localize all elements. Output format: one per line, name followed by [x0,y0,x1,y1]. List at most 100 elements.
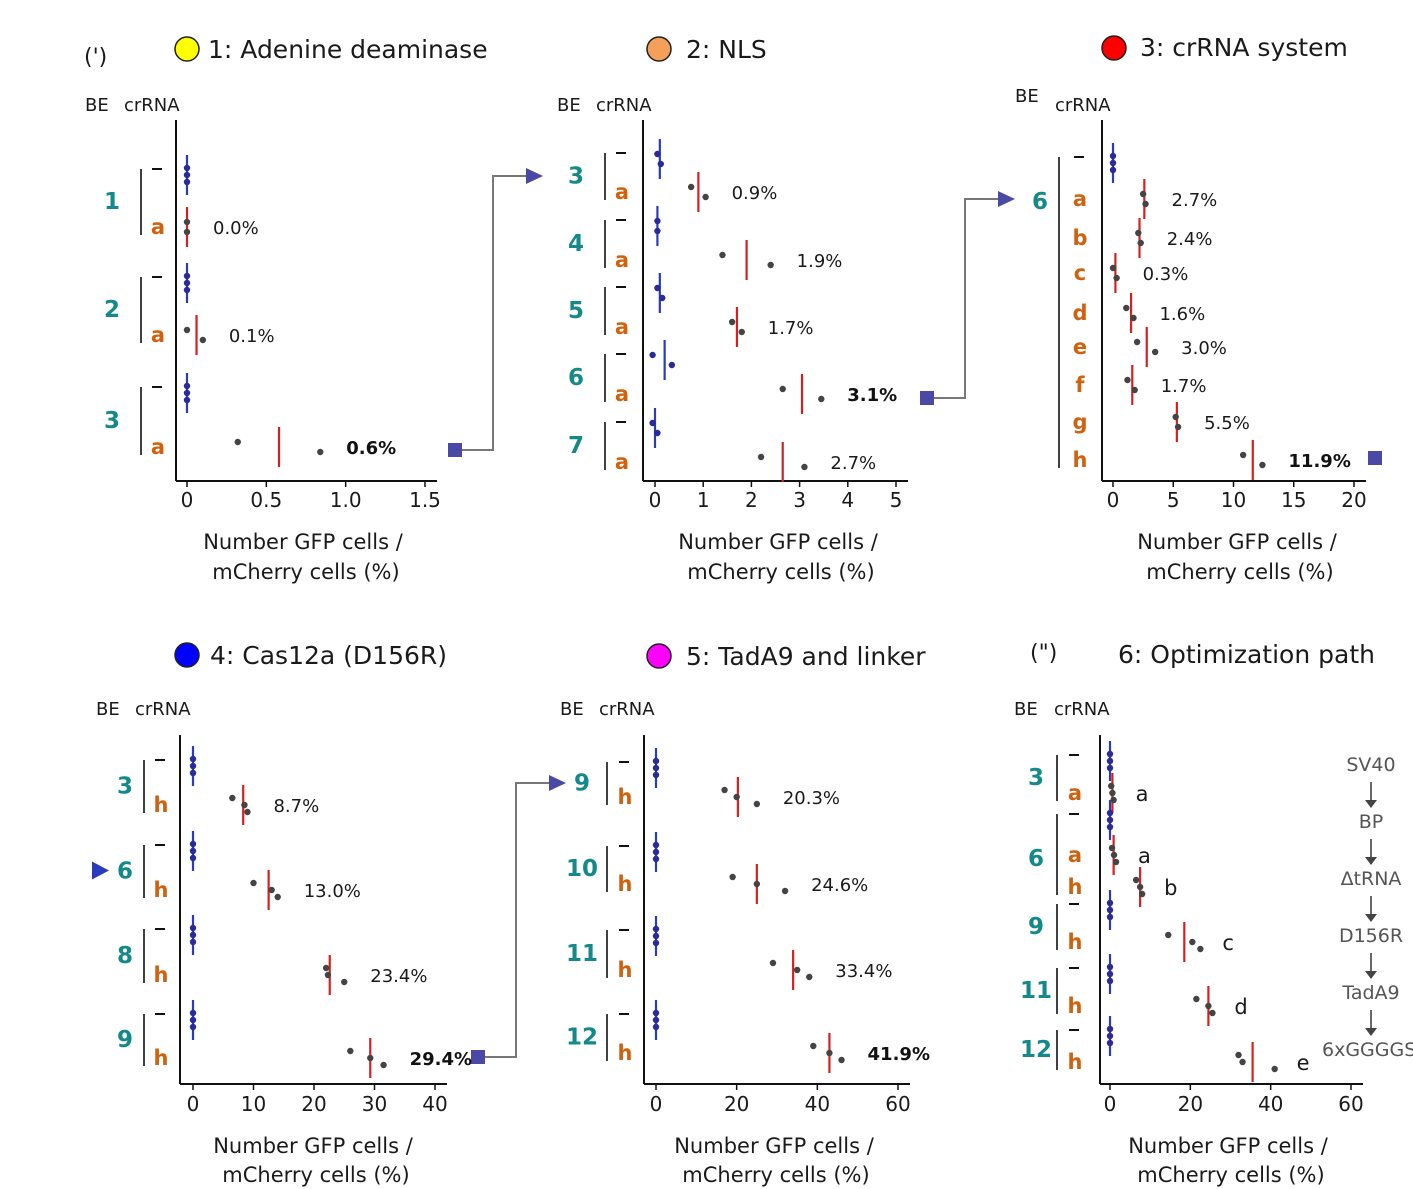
title-circle-p4 [174,642,200,668]
data-point [652,841,660,849]
path-arrow-head [1365,1028,1377,1036]
x-tick-label: 15 [1281,488,1306,512]
header-be-p4: BE [96,699,120,720]
data-point [1136,883,1144,891]
value-label: 11.9% [1288,451,1350,472]
xlabel-line2-p3: mCherry cells (%) [1146,560,1333,584]
xlabel-line2-p2: mCherry cells (%) [687,560,874,584]
marker-arrow [92,861,109,880]
data-point [189,931,197,939]
data-point [1106,816,1114,824]
data-point [183,171,191,179]
data-point [652,1023,660,1031]
data-point [189,924,197,932]
x-tick-label: 0 [187,1092,200,1116]
data-point [1109,152,1117,160]
be-label: 6 [117,859,133,885]
crrna-label: a [1073,187,1087,211]
data-point [1106,809,1114,817]
x-tick-label: 10 [1221,488,1246,512]
data-point [728,318,736,326]
connector-arrow-1-2 [448,168,543,457]
value-label: 3.0% [1181,338,1227,359]
data-point [654,150,661,158]
panel-adenine-deaminase: 0 0.5 1.0 1.5 1 a 0.0% 2 a 0.1% 3 a 0.6% [104,120,441,512]
value-label: 41.9% [868,1044,930,1065]
value-label: 33.4% [835,961,892,982]
value-label: 29.4% [410,1049,472,1070]
crrna-label: a [1068,781,1082,805]
data-point [1106,1025,1114,1033]
data-point [649,351,656,359]
x-tick-label: 2 [745,488,758,512]
data-point [652,848,660,856]
data-point [229,794,236,802]
data-point [183,218,191,226]
data-point [1259,461,1266,469]
header-be-p5: BE [560,699,584,720]
data-point [1109,159,1117,167]
x-tick-label: 0 [1104,1092,1117,1116]
data-point [1106,823,1114,831]
crrna-label: h [618,958,633,982]
be-label: 12 [566,1025,598,1051]
optimization-path-list: SV40 BP ΔtRNA D156R TadA9 6xGGGGS [1322,754,1413,1061]
value-label: 1.7% [1161,376,1207,397]
data-point [738,328,745,336]
data-point [1151,348,1159,356]
data-point [806,973,813,981]
be-label: 3 [104,408,120,434]
xlabel-line2-p5: mCherry cells (%) [682,1163,869,1187]
data-point [1108,782,1115,790]
be-label: 8 [117,943,133,969]
xlabel-line1-p3: Number GFP cells / [1137,530,1337,554]
xlabel-line2-p6: mCherry cells (%) [1137,1163,1324,1187]
path-arrow-head [1365,914,1377,922]
data-point [183,389,191,397]
path-step: ΔtRNA [1341,868,1402,890]
data-point [1106,1039,1114,1047]
value-label: 1.7% [768,318,814,339]
data-point [347,1047,354,1055]
data-point [189,769,197,777]
data-point [702,193,709,201]
data-point [810,1042,817,1050]
title-p2: 2: NLS [686,35,767,64]
crrna-label: h [1068,930,1083,954]
value-label: 2.7% [830,453,876,474]
crrna-label: h [154,793,169,817]
significance-letter: a [1136,782,1149,806]
data-point [826,1049,833,1057]
data-point [652,932,660,940]
x-tick-label: 20 [301,1092,326,1116]
x-tick-label: 0.5 [250,488,282,512]
continue-marker-3 [1368,451,1382,465]
data-point [1106,1032,1114,1040]
header-crrna-p5: crRNA [599,699,655,720]
value-label: 0.6% [346,438,396,459]
data-point [380,1061,387,1069]
data-point [654,429,661,437]
data-point [1106,970,1114,978]
crrna-label: a [615,180,629,204]
data-point [818,395,825,403]
crrna-label: a [615,382,629,406]
crrna-label: a [151,435,165,459]
be-label: 2 [104,297,120,323]
data-point [729,873,736,881]
header-crrna-p6: crRNA [1054,699,1110,720]
data-point [189,938,197,946]
x-tick-label: 0 [649,488,662,512]
crrna-label: a [615,315,629,339]
be-label: 3 [568,164,584,190]
crrna-label: a [615,248,629,272]
data-point [268,886,275,894]
be-label: 10 [566,856,598,882]
data-point [652,757,660,765]
data-point [183,164,191,172]
crrna-label: a [151,323,165,347]
path-arrow-head [1365,800,1377,808]
path-arrow-head [1365,857,1377,865]
value-label: 0.9% [732,183,778,204]
